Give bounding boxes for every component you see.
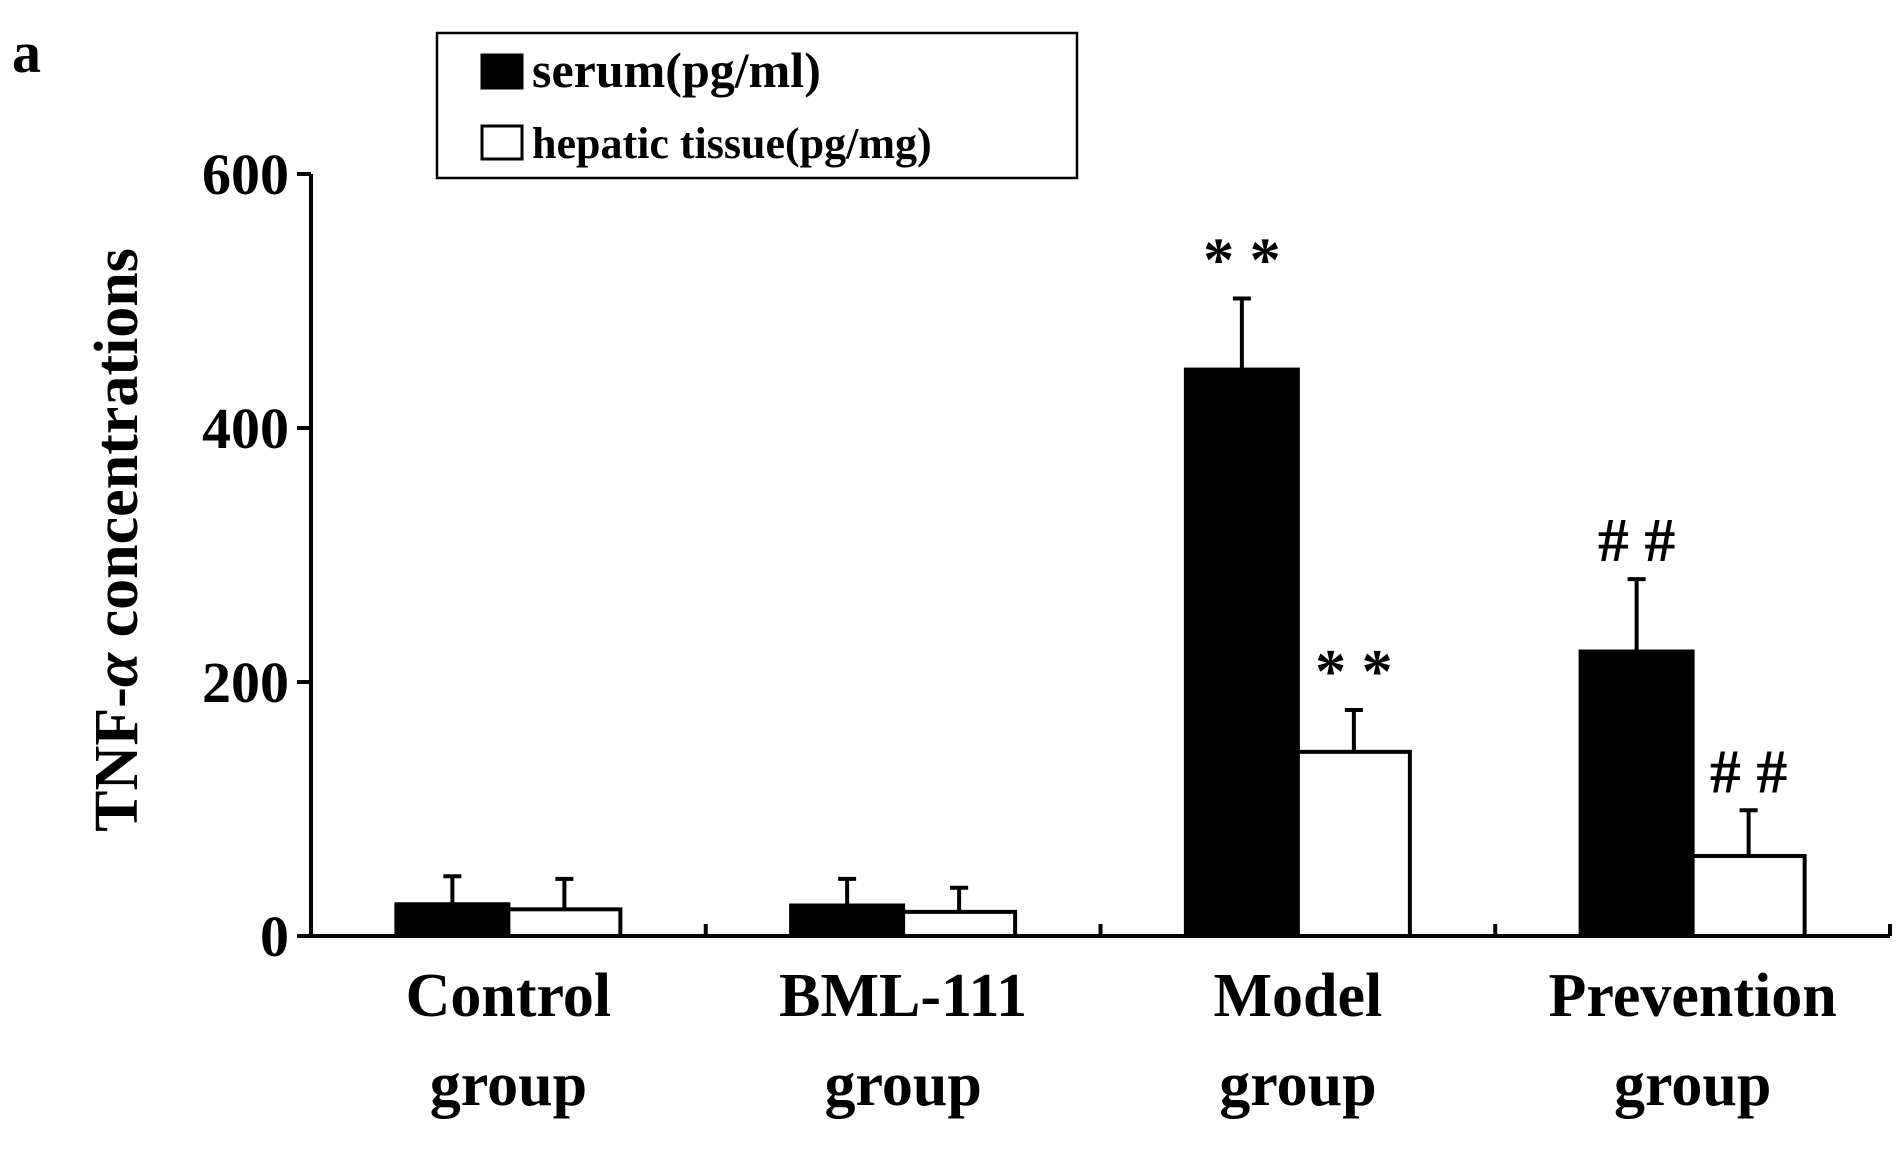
significance-mark: # # bbox=[1710, 738, 1788, 806]
bars bbox=[394, 367, 1807, 939]
bar-hepatic-tissue bbox=[1690, 853, 1807, 938]
bar-hepatic-tissue bbox=[1295, 749, 1412, 938]
bar-serum bbox=[394, 902, 511, 938]
category-label-line2: group bbox=[1614, 1051, 1771, 1119]
category-label-line1: Control bbox=[406, 962, 612, 1030]
category-label-line1: BML-111 bbox=[779, 962, 1027, 1030]
significance-marks: * * * * # # # # bbox=[1203, 226, 1787, 806]
significance-mark: * * bbox=[1203, 226, 1281, 294]
category-label-line1: Model bbox=[1214, 962, 1383, 1030]
error-bars bbox=[443, 296, 1758, 912]
bar-serum bbox=[1578, 649, 1695, 939]
legend-label-hepatic-tissue: hepatic tissue(pg/mg) bbox=[532, 119, 932, 168]
legend-box bbox=[435, 31, 1079, 180]
bar-serum bbox=[1183, 367, 1300, 938]
legend-label-serum: serum(pg/ml) bbox=[532, 42, 821, 98]
y-axis-label-prefix: TNF- bbox=[83, 687, 151, 832]
y-axis-label-suffix: concentrations bbox=[83, 248, 151, 653]
significance-mark: * * bbox=[1315, 638, 1393, 706]
category-label-line2: group bbox=[824, 1051, 981, 1119]
y-axis-label: TNF-α concentrations bbox=[83, 248, 151, 832]
y-ticks: 0 200 400 600 bbox=[202, 142, 311, 969]
significance-mark: # # bbox=[1598, 507, 1676, 575]
y-tick-label: 0 bbox=[260, 904, 289, 969]
legend: serum(pg/ml) hepatic tissue(pg/mg) bbox=[435, 31, 1079, 180]
category-label-line2: group bbox=[430, 1051, 587, 1119]
bar-serum bbox=[789, 903, 906, 939]
x-ticks bbox=[703, 924, 1892, 936]
category-labels: Control group BML-111 group Model group Preven… bbox=[406, 962, 1837, 1119]
panel-label: a bbox=[12, 20, 41, 85]
legend-swatch-hepatic-tissue bbox=[480, 124, 524, 161]
y-tick-label: 400 bbox=[202, 396, 289, 461]
category-label-line2: group bbox=[1219, 1051, 1376, 1119]
bar-hepatic-tissue bbox=[506, 907, 623, 939]
y-tick-label: 600 bbox=[202, 142, 289, 207]
y-tick-label: 200 bbox=[202, 650, 289, 715]
legend-swatch-serum bbox=[480, 53, 524, 90]
y-axis-label-greek: α bbox=[83, 651, 151, 687]
category-label-line1: Prevention bbox=[1549, 962, 1837, 1030]
bar-hepatic-tissue bbox=[901, 909, 1018, 938]
